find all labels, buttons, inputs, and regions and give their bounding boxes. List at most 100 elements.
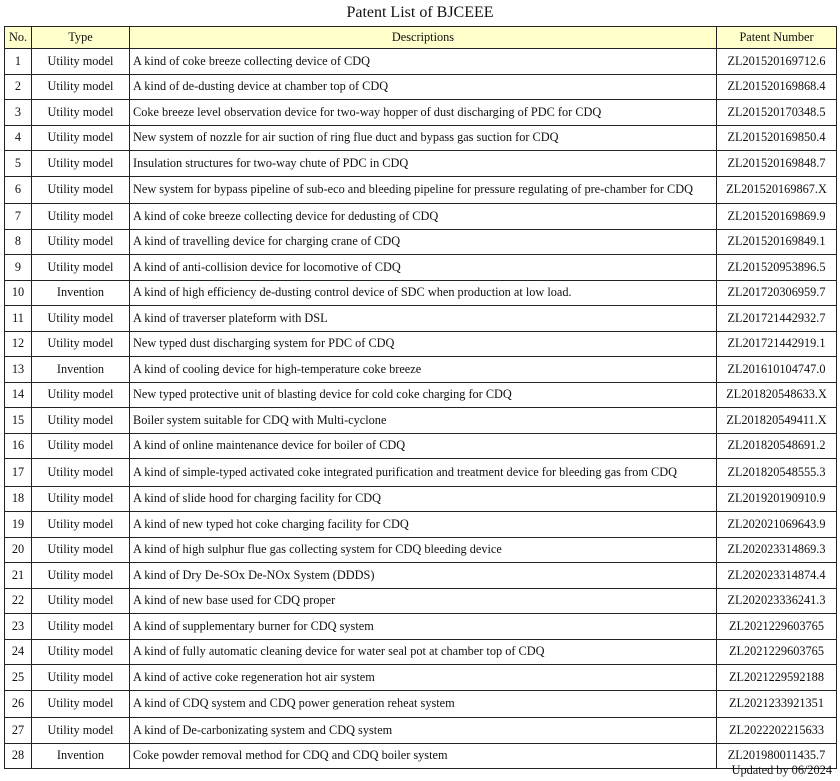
table-row: 11 Utility model A kind of traverser plate… — [4, 305, 837, 332]
row-number: 2 — [4, 73, 32, 100]
row-number: 24 — [4, 638, 32, 665]
row-patent-number: ZL201520169849.1 — [716, 228, 837, 255]
row-patent-number: ZL201820548691.2 — [716, 432, 837, 459]
table-row: 28 Invention Coke powder removal method fo… — [4, 742, 837, 769]
table-row: 12 Utility model New typed dust dischargin… — [4, 330, 837, 357]
table-row: 6 Utility model New system for bypass pipe… — [4, 175, 837, 204]
row-description: New system of nozzle for air suction of … — [129, 124, 717, 151]
row-description: Coke breeze level observation device for… — [129, 99, 717, 126]
row-type: Utility model — [31, 717, 130, 744]
row-patent-number: ZL201721442919.1 — [716, 330, 837, 357]
row-type: Utility model — [31, 73, 130, 100]
row-patent-number: ZL201520169712.6 — [716, 48, 837, 75]
row-type: Utility model — [31, 99, 130, 126]
row-patent-number: ZL201820548555.3 — [716, 458, 837, 487]
row-patent-number: ZL201820549411.X — [716, 407, 837, 434]
row-description: A kind of simple-typed activated coke in… — [129, 458, 717, 487]
row-description: A kind of high efficiency de-dusting con… — [129, 279, 717, 306]
row-patent-number: ZL202023336241.3 — [716, 587, 837, 614]
header-type: Type — [31, 26, 130, 49]
patent-table: No. Type Descriptions Patent Number 1 Uti… — [4, 26, 837, 769]
row-patent-number: ZL201720306959.7 — [716, 279, 837, 306]
table-row: 9 Utility model A kind of anti-collision d… — [4, 254, 837, 281]
row-type: Utility model — [31, 587, 130, 614]
row-description: New typed dust discharging system for PD… — [129, 330, 717, 357]
row-number: 27 — [4, 717, 32, 744]
table-row: 22 Utility model A kind of new base used f… — [4, 587, 837, 614]
row-patent-number: ZL202021069643.9 — [716, 511, 837, 538]
table-row: 17 Utility model A kind of simple-typed ac… — [4, 458, 837, 487]
row-number: 14 — [4, 381, 32, 408]
row-type: Invention — [31, 279, 130, 306]
table-row: 25 Utility model A kind of active coke reg… — [4, 664, 837, 691]
header-no: No. — [4, 26, 32, 49]
row-number: 20 — [4, 536, 32, 563]
row-number: 13 — [4, 356, 32, 383]
row-type: Utility model — [31, 203, 130, 230]
row-patent-number: ZL201610104747.0 — [716, 356, 837, 383]
table-header-row: No. Type Descriptions Patent Number — [4, 26, 837, 49]
row-description: A kind of high sulphur flue gas collecti… — [129, 536, 717, 563]
row-patent-number: ZL2021229592188 — [716, 664, 837, 691]
row-description: Coke powder removal method for CDQ and C… — [129, 742, 717, 769]
row-description: A kind of supplementary burner for CDQ s… — [129, 613, 717, 640]
row-type: Utility model — [31, 511, 130, 538]
table-row: 5 Utility model Insulation structures for … — [4, 150, 837, 177]
row-description: Boiler system suitable for CDQ with Mult… — [129, 407, 717, 434]
row-description: New typed protective unit of blasting de… — [129, 381, 717, 408]
table-row: 21 Utility model A kind of Dry De-SOx De-N… — [4, 562, 837, 589]
row-type: Utility model — [31, 330, 130, 357]
row-description: A kind of traverser plateform with DSL — [129, 305, 717, 332]
header-descriptions: Descriptions — [129, 26, 717, 49]
row-type: Utility model — [31, 638, 130, 665]
table-row: 1 Utility model A kind of coke breeze coll… — [4, 48, 837, 75]
row-patent-number: ZL2021229603765 — [716, 613, 837, 640]
row-number: 7 — [4, 203, 32, 230]
row-type: Utility model — [31, 562, 130, 589]
table-row: 23 Utility model A kind of supplementary b… — [4, 613, 837, 640]
row-type: Utility model — [31, 381, 130, 408]
row-description: A kind of Dry De-SOx De-NOx System (DDDS… — [129, 562, 717, 589]
row-description: A kind of De-carbonizating system and CD… — [129, 717, 717, 744]
row-number: 16 — [4, 432, 32, 459]
row-description: A kind of cooling device for high-temper… — [129, 356, 717, 383]
row-type: Utility model — [31, 458, 130, 487]
row-number: 21 — [4, 562, 32, 589]
row-patent-number: ZL201520953896.5 — [716, 254, 837, 281]
table-row: 3 Utility model Coke breeze level observat… — [4, 99, 837, 126]
table-row: 2 Utility model A kind of de-dusting devic… — [4, 73, 837, 100]
row-number: 6 — [4, 175, 32, 204]
row-description: A kind of online maintenance device for … — [129, 432, 717, 459]
table-row: 19 Utility model A kind of new typed hot c… — [4, 511, 837, 538]
row-patent-number: ZL2021229603765 — [716, 638, 837, 665]
row-number: 3 — [4, 99, 32, 126]
row-type: Utility model — [31, 485, 130, 512]
row-patent-number: ZL201520169869.9 — [716, 203, 837, 230]
row-patent-number: ZL201520169868.4 — [716, 73, 837, 100]
row-patent-number: ZL202023314874.4 — [716, 562, 837, 589]
table-row: 4 Utility model New system of nozzle for a… — [4, 124, 837, 151]
row-number: 22 — [4, 587, 32, 614]
row-number: 17 — [4, 458, 32, 487]
table-row: 13 Invention A kind of cooling device for … — [4, 356, 837, 383]
row-number: 4 — [4, 124, 32, 151]
table-row: 20 Utility model A kind of high sulphur fl… — [4, 536, 837, 563]
table-row: 14 Utility model New typed protective unit… — [4, 381, 837, 408]
row-description: A kind of slide hood for charging facili… — [129, 485, 717, 512]
row-type: Utility model — [31, 228, 130, 255]
row-number: 8 — [4, 228, 32, 255]
row-number: 26 — [4, 689, 32, 718]
row-description: A kind of new typed hot coke charging fa… — [129, 511, 717, 538]
row-type: Utility model — [31, 124, 130, 151]
row-number: 5 — [4, 150, 32, 177]
table-row: 15 Utility model Boiler system suitable fo… — [4, 407, 837, 434]
table-row: 18 Utility model A kind of slide hood for … — [4, 485, 837, 512]
table-row: 27 Utility model A kind of De-carbonizatin… — [4, 717, 837, 744]
row-description: A kind of new base used for CDQ proper — [129, 587, 717, 614]
row-description: A kind of de-dusting device at chamber t… — [129, 73, 717, 100]
row-description: A kind of travelling device for charging… — [129, 228, 717, 255]
row-number: 23 — [4, 613, 32, 640]
row-patent-number: ZL202023314869.3 — [716, 536, 837, 563]
row-number: 18 — [4, 485, 32, 512]
header-patent-number: Patent Number — [716, 26, 837, 49]
